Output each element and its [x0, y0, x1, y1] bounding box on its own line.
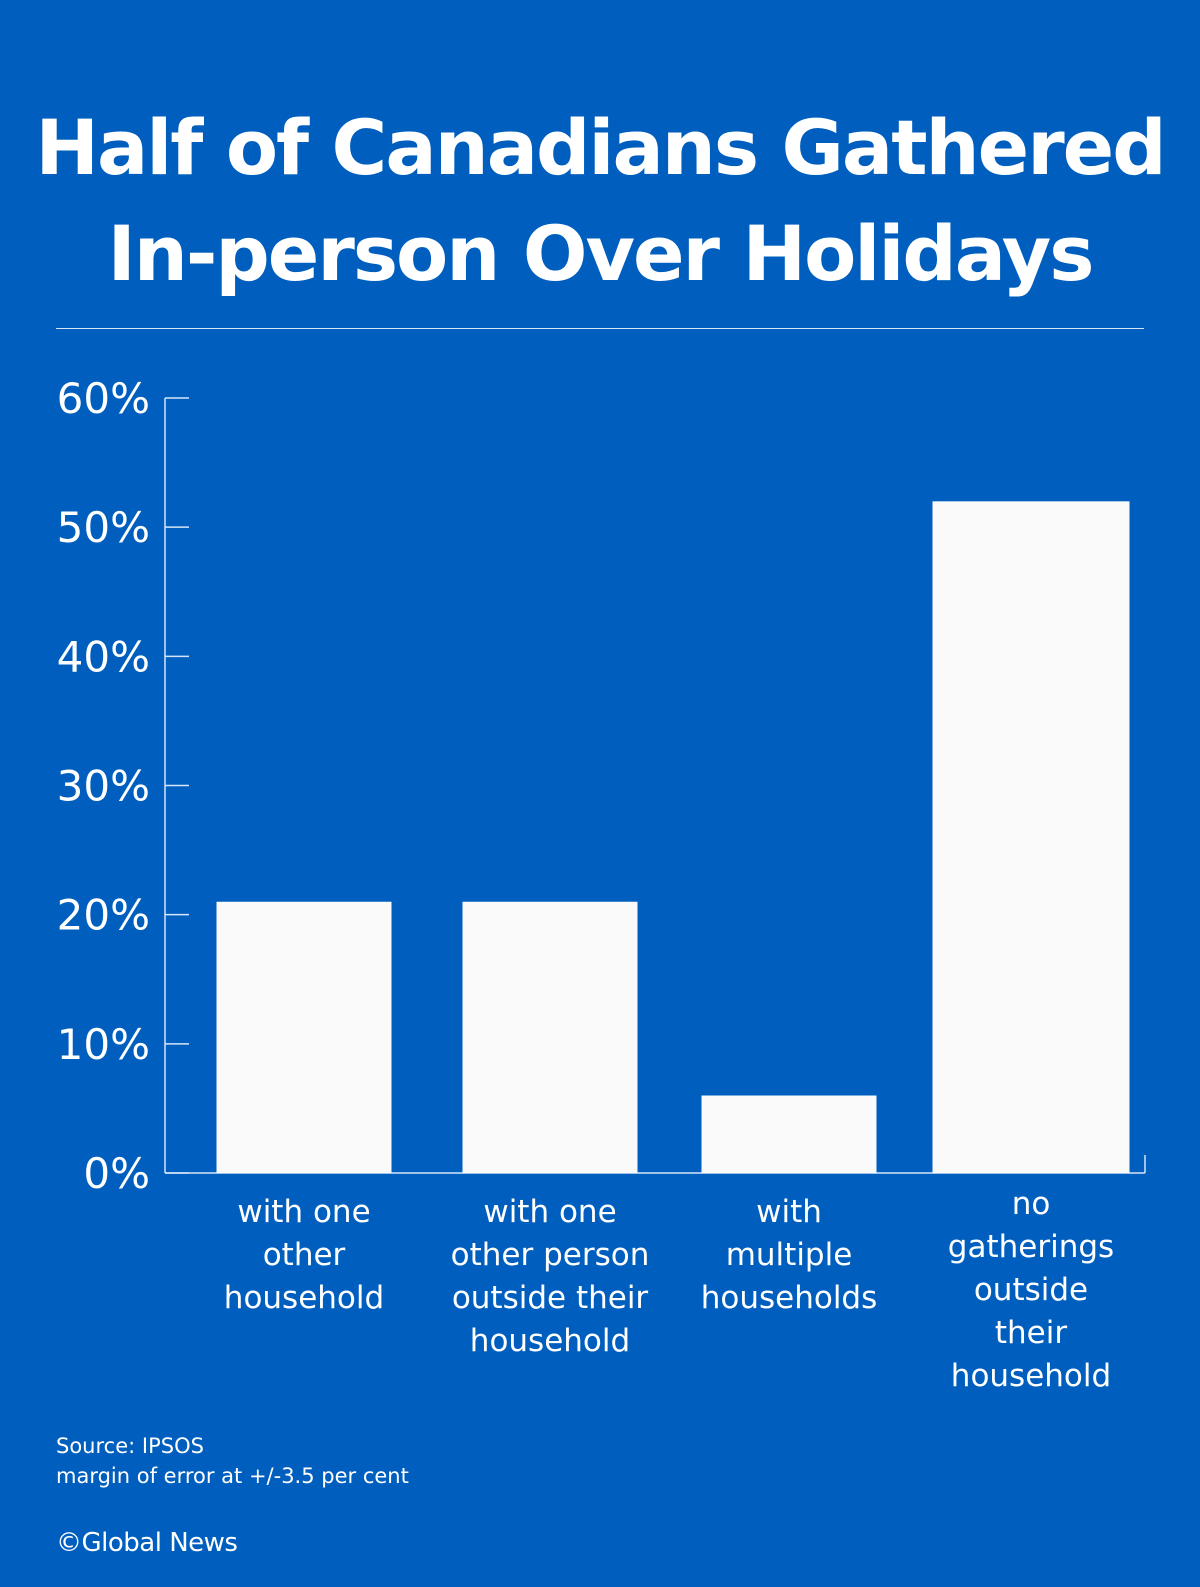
bar: [932, 501, 1130, 1173]
x-category-label: with one other household: [224, 1194, 384, 1316]
title-divider: [56, 328, 1144, 329]
x-category-label-line: other: [263, 1237, 346, 1273]
margin-of-error-note: margin of error at +/-3.5 per cent: [56, 1464, 409, 1488]
x-category-label-line: outside their: [452, 1280, 649, 1316]
bar: [462, 901, 638, 1173]
y-tick-label: 50%: [57, 503, 150, 552]
y-tick-label: 20%: [57, 891, 150, 940]
x-category-label: with one other person outside their househo…: [451, 1194, 650, 1359]
x-category-label-line: gatherings: [948, 1229, 1114, 1265]
y-tick-label: 10%: [57, 1020, 150, 1069]
y-tick-label: 30%: [57, 762, 150, 811]
bar: [701, 1095, 877, 1173]
x-category-label: with multiple households: [701, 1194, 878, 1316]
bar: [216, 901, 392, 1173]
x-category-label-line: with one: [483, 1194, 616, 1230]
x-category-label-line: household: [951, 1358, 1111, 1394]
title-line-1: Half of Canadians Gathered: [35, 103, 1166, 192]
x-category-label-line: no: [1012, 1186, 1051, 1222]
x-category-label-line: household: [224, 1280, 384, 1316]
credit-label: ©Global News: [56, 1528, 238, 1558]
x-category-label-line: their: [995, 1315, 1067, 1351]
chart-title: Half of Canadians Gathered In-person Ove…: [0, 95, 1200, 307]
x-category-label-line: households: [701, 1280, 878, 1316]
source-note: Source: IPSOS: [56, 1434, 204, 1458]
x-category-label: no gatherings outside their household: [948, 1186, 1114, 1394]
y-tick-label: 60%: [57, 374, 150, 423]
x-category-label-line: other person: [451, 1237, 650, 1273]
x-category-label-line: household: [470, 1323, 630, 1359]
x-category-label-line: outside: [974, 1272, 1088, 1308]
title-line-2: In-person Over Holidays: [107, 209, 1094, 298]
x-category-label-line: multiple: [726, 1237, 853, 1273]
y-tick-label: 0%: [83, 1149, 150, 1198]
y-tick-label: 40%: [57, 632, 150, 681]
x-category-label-line: with one: [237, 1194, 370, 1230]
x-category-label-line: with: [756, 1194, 822, 1230]
